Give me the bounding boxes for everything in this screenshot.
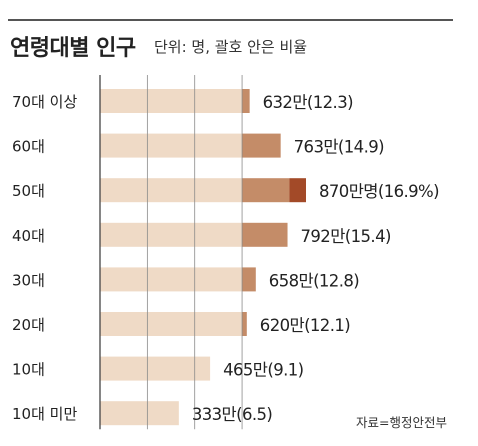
category-label-0: 70대 이상 — [12, 93, 77, 111]
labels-layer: 70대 이상 632만(12.3) 60대 763만(14.9) 50대 870만명(16… — [12, 93, 440, 424]
category-label-6: 10대 — [12, 361, 45, 379]
category-label-2: 50대 — [12, 182, 45, 200]
category-label-3: 40대 — [12, 227, 45, 245]
value-label-6: 465만(9.1) — [223, 361, 304, 380]
bar-segment-0 — [242, 89, 250, 113]
value-label-2: 870만명(16.9%) — [319, 182, 439, 201]
bar-base-3 — [100, 222, 243, 247]
category-label-7: 10대 미만 — [12, 405, 77, 423]
bars-layer — [100, 89, 306, 426]
bar-segment-2 — [242, 178, 290, 203]
bar-base-6 — [100, 356, 211, 381]
bar-base-1 — [100, 133, 243, 158]
bar-segment-4 — [242, 267, 256, 292]
grid-layer — [99, 75, 243, 430]
bar-segment-1 — [242, 133, 281, 158]
chart-subtitle: 단위: 명, 괄호 안은 비율 — [154, 38, 308, 56]
category-label-4: 30대 — [12, 271, 45, 289]
value-label-0: 632만(12.3) — [263, 93, 353, 112]
bar-base-7 — [100, 401, 179, 426]
value-label-7: 333만(6.5) — [192, 405, 273, 424]
value-label-1: 763만(14.9) — [294, 138, 384, 157]
bar-base-2 — [100, 178, 243, 203]
value-label-4: 658만(12.8) — [269, 271, 359, 290]
category-label-1: 60대 — [12, 138, 45, 156]
bar-base-5 — [100, 312, 243, 336]
top-rule — [8, 19, 453, 21]
bar-base-0 — [100, 89, 243, 113]
chart-title: 연령대별 인구 — [10, 36, 136, 61]
value-label-3: 792만(15.4) — [301, 227, 391, 246]
bar-segment-3 — [242, 222, 288, 247]
bar-segment-5 — [242, 312, 247, 336]
source-note: 자료=행정안전부 — [356, 415, 447, 430]
value-label-5: 620만(12.1) — [260, 316, 350, 335]
category-label-5: 20대 — [12, 316, 45, 334]
bar-base-4 — [100, 267, 243, 292]
bar-peak-segment-2 — [289, 178, 306, 203]
